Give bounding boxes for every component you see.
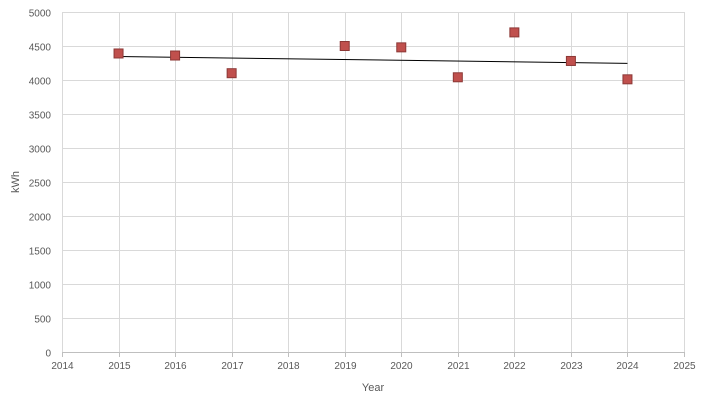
axes: [62, 352, 685, 357]
linear-trendline: [118, 56, 628, 64]
y-tick-label: 4500: [29, 43, 52, 54]
data-point-marker: [565, 55, 576, 66]
tick-labels: 0 500 1000 1500 2000 2500 3000 3500 4000 4500 5000…: [29, 9, 696, 373]
data-point-marker: [339, 41, 350, 51]
trendline-layer: [118, 56, 628, 64]
x-tick-label: 2015: [108, 361, 131, 372]
y-axis-title: kWh: [10, 171, 22, 193]
y-tick-label: 0: [45, 349, 51, 360]
x-tick-label: 2018: [277, 361, 300, 372]
x-tick-label: 2020: [390, 361, 413, 372]
y-tick-label: 1500: [29, 247, 52, 258]
x-tick-label: 2023: [560, 361, 583, 372]
gridlines: [62, 12, 685, 353]
y-tick-label: 3500: [29, 111, 52, 122]
x-tick-label: 2016: [164, 361, 187, 372]
data-points: [113, 27, 633, 85]
data-point-marker: [226, 68, 237, 79]
y-tick-label: 2000: [29, 213, 52, 224]
data-point-marker: [396, 42, 407, 53]
x-tick-label: 2017: [221, 361, 244, 372]
y-tick-label: 3000: [29, 145, 52, 156]
x-tick-label: 2025: [673, 361, 696, 372]
y-tick-label: 4000: [29, 77, 52, 88]
data-point-marker: [509, 27, 520, 38]
data-point-marker: [452, 72, 463, 83]
x-tick-label: 2014: [51, 361, 74, 372]
x-tick-label: 2019: [334, 361, 357, 372]
x-tick-label: 2021: [447, 361, 470, 372]
y-tick-label: 2500: [29, 179, 52, 190]
data-point-marker: [170, 50, 181, 61]
data-point-marker: [622, 74, 633, 85]
x-tick-label: 2022: [503, 361, 526, 372]
x-axis-title: Year: [362, 382, 385, 394]
y-tick-label: 5000: [29, 9, 52, 20]
data-point-marker: [113, 48, 124, 59]
y-tick-label: 1000: [29, 281, 52, 292]
y-tick-label: 500: [34, 315, 51, 326]
x-tick-label: 2024: [616, 361, 639, 372]
